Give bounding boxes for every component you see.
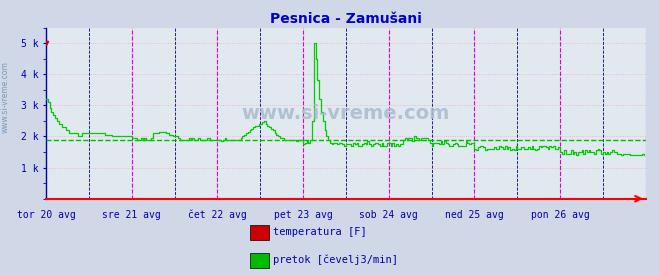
Text: www.si-vreme.com: www.si-vreme.com	[242, 104, 450, 123]
Text: sob 24 avg: sob 24 avg	[359, 210, 418, 220]
Text: www.si-vreme.com: www.si-vreme.com	[1, 61, 10, 132]
Text: čet 22 avg: čet 22 avg	[188, 210, 247, 220]
Text: ned 25 avg: ned 25 avg	[445, 210, 504, 220]
Text: pon 26 avg: pon 26 avg	[530, 210, 590, 220]
Text: tor 20 avg: tor 20 avg	[16, 210, 76, 220]
Text: pretok [čevelj3/min]: pretok [čevelj3/min]	[273, 254, 399, 265]
Text: sre 21 avg: sre 21 avg	[102, 210, 161, 220]
Text: pet 23 avg: pet 23 avg	[273, 210, 333, 220]
Title: Pesnica - Zamušani: Pesnica - Zamušani	[270, 12, 422, 26]
Text: temperatura [F]: temperatura [F]	[273, 227, 367, 237]
